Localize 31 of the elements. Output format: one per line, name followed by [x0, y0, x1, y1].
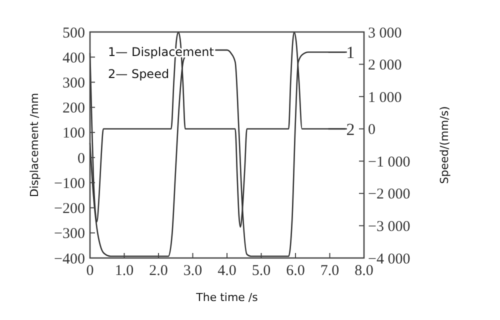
x-axis-title: The time /s	[195, 291, 258, 304]
y-tick-label: −100	[54, 176, 85, 192]
y2-axis-title: Speed/(mm/s)	[438, 106, 451, 184]
y-tick-label: −200	[54, 201, 85, 218]
annotation: 1	[346, 43, 355, 62]
y-tick-label: 100	[62, 126, 85, 142]
series-label: 2— Speed	[108, 67, 170, 82]
y2-tick-label: −1 000	[368, 154, 410, 170]
y-tick-label: −400	[54, 251, 85, 268]
y-tick-label: 400	[62, 50, 85, 66]
y2-tick-label: −2 000	[368, 186, 410, 203]
x-tick-label: 3.0	[183, 263, 202, 279]
y2-tick-label: −3 000	[368, 218, 410, 235]
x-tick-label: 6.0	[286, 263, 305, 279]
x-tick-label: 8.0	[354, 263, 374, 279]
y-tick-label: 0	[78, 150, 85, 167]
x-tick-label: 1.0	[114, 263, 134, 279]
y2-tick-label: 1 000	[368, 90, 402, 106]
y2-tick-label: 2 000	[368, 58, 402, 74]
x-tick-label: 4.0	[218, 263, 236, 279]
x-tick-label: 2.0	[149, 263, 168, 279]
x-tick-label: 7.0	[320, 263, 340, 279]
y-tick-label: 500	[62, 25, 85, 42]
y2-tick-label: 3 000	[368, 25, 402, 42]
y2-tick-label: 0	[368, 122, 376, 138]
y-tick-label: −300	[54, 226, 85, 242]
y-tick-label: 300	[62, 75, 85, 92]
x-tick-label: 5.0	[252, 263, 271, 279]
y-tick-label: 200	[62, 100, 85, 117]
annotation: 2	[346, 120, 355, 139]
y-axis-title: Displacement /mm	[28, 92, 41, 198]
